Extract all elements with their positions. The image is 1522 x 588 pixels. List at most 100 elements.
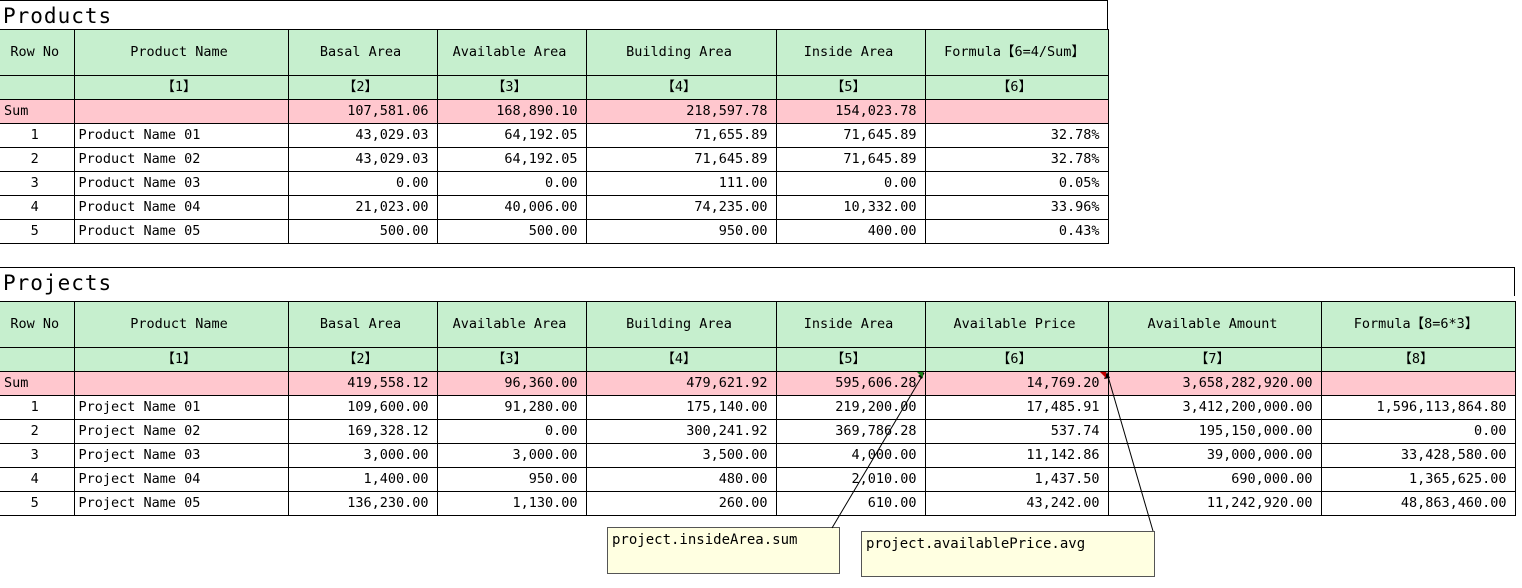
- table-row-cell[interactable]: 109,600.00: [287, 395, 438, 420]
- table-row-cell[interactable]: Product Name 01: [73, 123, 289, 148]
- table-row-cell[interactable]: 11,142.86: [924, 443, 1109, 468]
- table-row-cell[interactable]: 260.00: [585, 491, 777, 516]
- table-row-cell[interactable]: 0.00: [1320, 419, 1516, 444]
- subheader-row-cell[interactable]: 【5】: [775, 75, 926, 100]
- header-row-cell[interactable]: Building Area: [585, 301, 777, 348]
- table-row-cell[interactable]: 136,230.00: [287, 491, 438, 516]
- table-row-cell[interactable]: 950.00: [436, 467, 587, 492]
- table-row-cell[interactable]: 369,786.28: [775, 419, 926, 444]
- header-row-cell[interactable]: Formula【6=4/Sum】: [924, 29, 1109, 76]
- table-row-cell[interactable]: 690,000.00: [1107, 467, 1322, 492]
- table-row-cell[interactable]: 11,242,920.00: [1107, 491, 1322, 516]
- table-row-cell[interactable]: 21,023.00: [287, 195, 438, 220]
- table-row-cell[interactable]: 91,280.00: [436, 395, 587, 420]
- table-row-cell[interactable]: 219,200.00: [775, 395, 926, 420]
- sum-row-cell[interactable]: [73, 99, 289, 124]
- table-row-cell[interactable]: 2,010.00: [775, 467, 926, 492]
- subheader-row-cell[interactable]: 【3】: [436, 347, 587, 372]
- table-row-cell[interactable]: 5: [0, 491, 75, 516]
- sum-row-cell[interactable]: 479,621.92: [585, 371, 777, 396]
- table-row-cell[interactable]: 111.00: [585, 171, 777, 196]
- header-row-cell[interactable]: Available Area: [436, 301, 587, 348]
- table-row-cell[interactable]: 3,000.00: [436, 443, 587, 468]
- header-row-cell[interactable]: Formula【8=6*3】: [1320, 301, 1516, 348]
- table-row-cell[interactable]: 0.00: [287, 171, 438, 196]
- table-row-cell[interactable]: 71,655.89: [585, 123, 777, 148]
- table-row-cell[interactable]: 1: [0, 123, 75, 148]
- subheader-row-cell[interactable]: 【1】: [73, 347, 289, 372]
- table-row-cell[interactable]: Project Name 04: [73, 467, 289, 492]
- header-row-cell[interactable]: Available Amount: [1107, 301, 1322, 348]
- table-row-cell[interactable]: 3,000.00: [287, 443, 438, 468]
- table-row-cell[interactable]: 3,500.00: [585, 443, 777, 468]
- table-row-cell[interactable]: 169,328.12: [287, 419, 438, 444]
- table-row-cell[interactable]: 64,192.05: [436, 147, 587, 172]
- table-row-cell[interactable]: Product Name 02: [73, 147, 289, 172]
- sum-row-cell[interactable]: 218,597.78: [585, 99, 777, 124]
- table-row-cell[interactable]: 71,645.89: [585, 147, 777, 172]
- table-row-cell[interactable]: 537.74: [924, 419, 1109, 444]
- table-row-cell[interactable]: 43,242.00: [924, 491, 1109, 516]
- header-row-cell[interactable]: Inside Area: [775, 29, 926, 76]
- table-row-cell[interactable]: 3: [0, 443, 75, 468]
- table-row-cell[interactable]: 33.96%: [924, 195, 1109, 220]
- subheader-row-cell[interactable]: 【4】: [585, 347, 777, 372]
- table-row-cell[interactable]: 43,029.03: [287, 147, 438, 172]
- subheader-row-cell[interactable]: 【8】: [1320, 347, 1516, 372]
- subheader-row-cell[interactable]: 【7】: [1107, 347, 1322, 372]
- table-row-cell[interactable]: 5: [0, 219, 75, 244]
- table-row-cell[interactable]: 480.00: [585, 467, 777, 492]
- table-row-cell[interactable]: 175,140.00: [585, 395, 777, 420]
- table-row-cell[interactable]: Project Name 05: [73, 491, 289, 516]
- sum-row-cell[interactable]: [1320, 371, 1516, 396]
- sum-row-cell[interactable]: 107,581.06: [287, 99, 438, 124]
- table-row-cell[interactable]: Project Name 01: [73, 395, 289, 420]
- subheader-row-cell[interactable]: 【5】: [775, 347, 926, 372]
- table-row-cell[interactable]: 1,365,625.00: [1320, 467, 1516, 492]
- table-row-cell[interactable]: Project Name 02: [73, 419, 289, 444]
- sum-row-cell[interactable]: [73, 371, 289, 396]
- subheader-row-cell[interactable]: 【2】: [287, 75, 438, 100]
- table-row-cell[interactable]: 32.78%: [924, 147, 1109, 172]
- table-row-cell[interactable]: 48,863,460.00: [1320, 491, 1516, 516]
- subheader-row-cell[interactable]: [0, 347, 75, 372]
- sum-row-cell[interactable]: 168,890.10: [436, 99, 587, 124]
- table-row-cell[interactable]: Product Name 05: [73, 219, 289, 244]
- header-row-cell[interactable]: Available Area: [436, 29, 587, 76]
- table-row-cell[interactable]: 2: [0, 147, 75, 172]
- header-row-cell[interactable]: Inside Area: [775, 301, 926, 348]
- sum-row-cell[interactable]: 419,558.12: [287, 371, 438, 396]
- table-row-cell[interactable]: Product Name 03: [73, 171, 289, 196]
- sum-row-cell[interactable]: 3,658,282,920.00: [1107, 371, 1322, 396]
- table-row-cell[interactable]: 3,412,200,000.00: [1107, 395, 1322, 420]
- table-row-cell[interactable]: 0.43%: [924, 219, 1109, 244]
- table-row-cell[interactable]: 0.00: [436, 419, 587, 444]
- table-row-cell[interactable]: 0.00: [436, 171, 587, 196]
- sum-row-cell[interactable]: 154,023.78: [775, 99, 926, 124]
- table-row-cell[interactable]: 300,241.92: [585, 419, 777, 444]
- table-row-cell[interactable]: 1: [0, 395, 75, 420]
- subheader-row-cell[interactable]: 【4】: [585, 75, 777, 100]
- header-row-cell[interactable]: Row No: [0, 301, 75, 348]
- subheader-row-cell[interactable]: 【3】: [436, 75, 587, 100]
- table-row-cell[interactable]: 610.00: [775, 491, 926, 516]
- table-row-cell[interactable]: 1,130.00: [436, 491, 587, 516]
- table-row-cell[interactable]: 0.00: [775, 171, 926, 196]
- table-row-cell[interactable]: 17,485.91: [924, 395, 1109, 420]
- table-row-cell[interactable]: 32.78%: [924, 123, 1109, 148]
- table-row-cell[interactable]: 3: [0, 171, 75, 196]
- table-row-cell[interactable]: 195,150,000.00: [1107, 419, 1322, 444]
- table-row-cell[interactable]: 33,428,580.00: [1320, 443, 1516, 468]
- table-row-cell[interactable]: 950.00: [585, 219, 777, 244]
- table-row-cell[interactable]: 4,000.00: [775, 443, 926, 468]
- sum-row-cell[interactable]: 96,360.00: [436, 371, 587, 396]
- header-row-cell[interactable]: Product Name: [73, 301, 289, 348]
- table-row-cell[interactable]: 500.00: [287, 219, 438, 244]
- table-row-cell[interactable]: 500.00: [436, 219, 587, 244]
- header-row-cell[interactable]: Product Name: [73, 29, 289, 76]
- table-row-cell[interactable]: 10,332.00: [775, 195, 926, 220]
- table-row-cell[interactable]: 4: [0, 467, 75, 492]
- table-row-cell[interactable]: 1,437.50: [924, 467, 1109, 492]
- table-row-cell[interactable]: 0.05%: [924, 171, 1109, 196]
- header-row-cell[interactable]: Building Area: [585, 29, 777, 76]
